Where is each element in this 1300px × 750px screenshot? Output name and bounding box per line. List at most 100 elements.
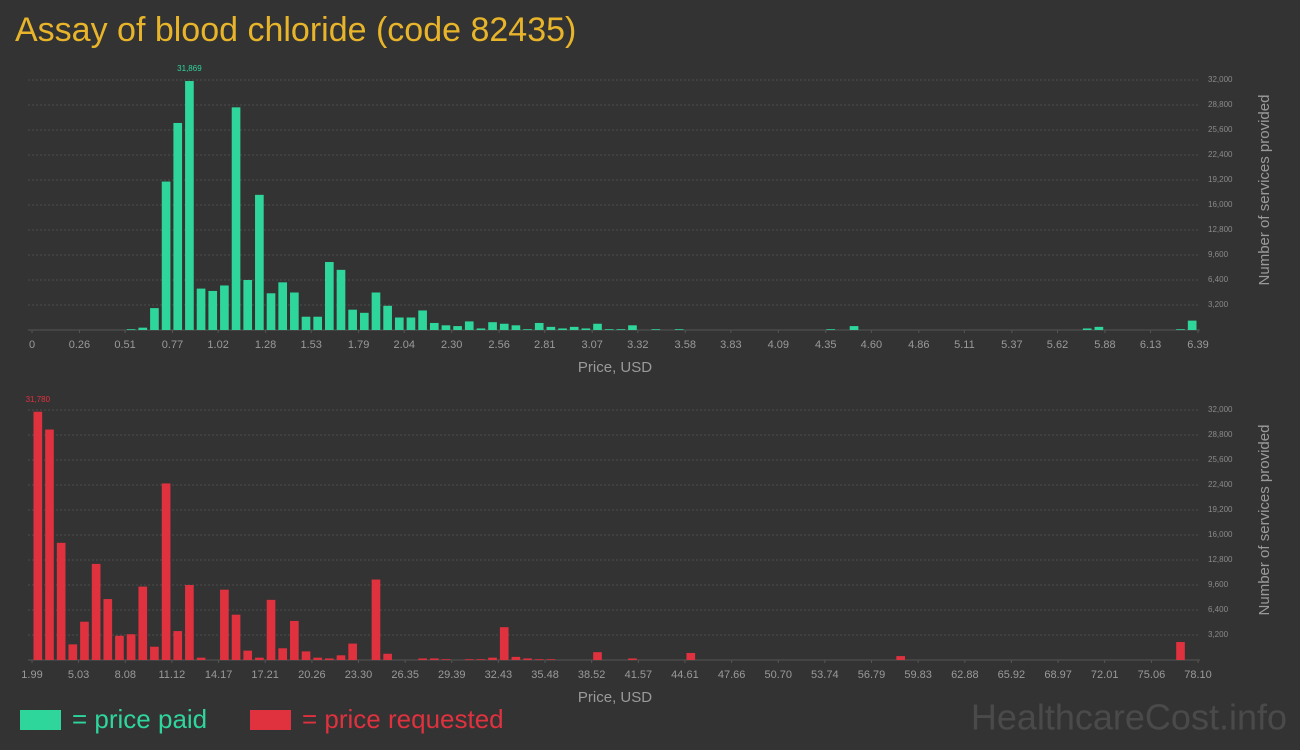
x-tick-label: 62.88 <box>951 669 979 681</box>
x-tick-label: 4.35 <box>815 339 836 351</box>
y-tick-label: 22,400 <box>1208 480 1233 489</box>
x-tick-label: 41.57 <box>625 669 653 681</box>
bar <box>441 325 451 330</box>
bar <box>243 280 253 330</box>
x-tick-label: 17.21 <box>251 669 279 681</box>
bar <box>1094 326 1104 330</box>
bar <box>196 657 206 660</box>
bar <box>56 542 66 660</box>
bar <box>45 429 54 660</box>
bar <box>266 599 276 660</box>
bar <box>546 659 556 660</box>
y-tick-label: 6,400 <box>1208 275 1229 284</box>
x-tick-label: 72.01 <box>1091 669 1119 681</box>
bar <box>255 657 264 660</box>
bar <box>290 620 299 660</box>
bar <box>488 322 497 330</box>
x-tick-label: 26.35 <box>391 669 419 681</box>
x-tick-label: 5.03 <box>68 669 89 681</box>
x-tick-label: 2.81 <box>534 339 555 351</box>
bar <box>511 325 521 330</box>
bar <box>523 658 532 660</box>
y-axis-title: Number of services provided <box>1256 95 1273 286</box>
x-tick-label: 6.13 <box>1140 339 1161 351</box>
bar <box>523 329 532 330</box>
x-tick-label: 35.48 <box>531 669 559 681</box>
x-axis-title: Price, USD <box>578 359 652 376</box>
x-tick-label: 5.37 <box>1001 339 1022 351</box>
x-tick-label: 2.04 <box>394 339 415 351</box>
bar <box>394 317 404 330</box>
x-tick-label: 56.79 <box>858 669 886 681</box>
bar <box>558 328 567 330</box>
bar <box>103 599 113 660</box>
bar <box>1082 328 1092 330</box>
x-tick-label: 3.83 <box>720 339 741 351</box>
bar <box>476 328 486 330</box>
bar <box>429 322 439 330</box>
x-tick-label: 5.62 <box>1047 339 1068 351</box>
bar <box>150 308 159 330</box>
x-tick-label: 2.30 <box>441 339 462 351</box>
legend-label: = price paid <box>72 704 207 734</box>
x-tick-label: 59.83 <box>904 669 932 681</box>
x-tick-label: 4.09 <box>768 339 789 351</box>
bar <box>628 325 637 330</box>
legend-swatch <box>20 710 61 730</box>
x-tick-label: 65.92 <box>998 669 1026 681</box>
page-title: Assay of blood chloride (code 82435) <box>15 11 576 49</box>
x-tick-label: 4.86 <box>908 339 929 351</box>
bar <box>546 326 556 330</box>
bar <box>896 656 905 660</box>
value-label: 31,780 <box>26 395 51 404</box>
bar <box>511 656 521 660</box>
bar <box>68 644 78 660</box>
bar <box>173 631 183 660</box>
bar <box>91 563 101 660</box>
x-tick-label: 5.11 <box>954 339 975 351</box>
x-tick-label: 0.51 <box>114 339 135 351</box>
bar <box>336 269 346 330</box>
bar <box>196 288 206 330</box>
bar <box>604 329 614 330</box>
bar <box>348 309 357 330</box>
bar <box>208 290 218 330</box>
bar <box>290 292 299 330</box>
y-tick-label: 16,000 <box>1208 200 1233 209</box>
x-tick-label: 3.32 <box>627 339 648 351</box>
bar <box>593 652 602 660</box>
bar <box>348 643 357 660</box>
bar <box>243 650 253 660</box>
bar <box>534 659 544 660</box>
bar <box>255 194 264 330</box>
y-tick-label: 32,000 <box>1208 405 1233 414</box>
x-tick-label: 47.66 <box>718 669 746 681</box>
bar <box>126 329 136 330</box>
bar <box>313 657 322 660</box>
bar <box>453 326 462 330</box>
x-tick-label: 1.02 <box>207 339 228 351</box>
x-tick-label: 38.52 <box>578 669 606 681</box>
bar <box>534 322 544 330</box>
bar <box>476 659 486 660</box>
x-tick-label: 50.70 <box>764 669 792 681</box>
x-tick-label: 32.43 <box>485 669 513 681</box>
bar <box>581 328 591 330</box>
bar <box>173 122 183 330</box>
bar <box>231 107 241 330</box>
bar <box>301 316 311 330</box>
y-tick-label: 6,400 <box>1208 605 1229 614</box>
y-tick-label: 28,800 <box>1208 100 1233 109</box>
bar <box>616 329 626 330</box>
bar <box>651 329 661 330</box>
bar <box>429 658 439 660</box>
y-tick-label: 16,000 <box>1208 530 1233 539</box>
bar <box>383 653 392 660</box>
y-tick-label: 9,600 <box>1208 250 1229 259</box>
x-tick-label: 14.17 <box>205 669 233 681</box>
bar <box>301 651 311 660</box>
bar <box>371 292 381 330</box>
bar <box>115 635 124 660</box>
bar <box>1176 642 1185 660</box>
x-tick-label: 1.53 <box>300 339 321 351</box>
